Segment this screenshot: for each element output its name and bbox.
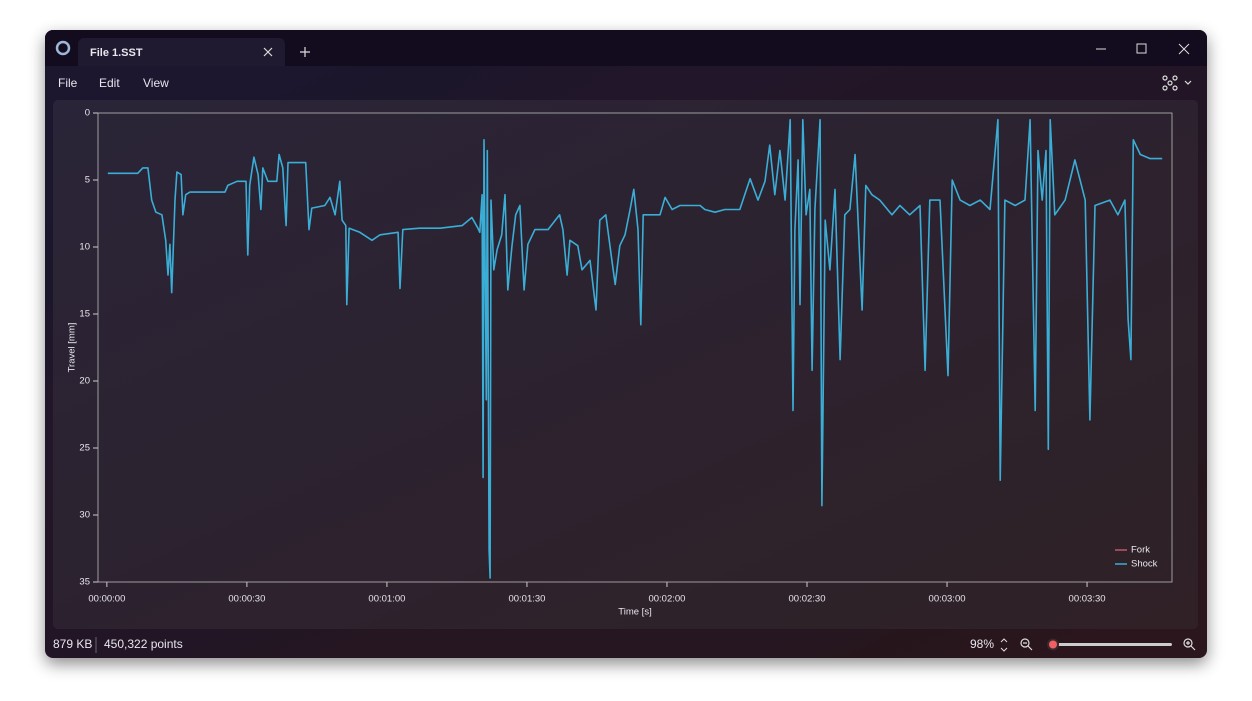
x-axis-label: Time [s] (618, 607, 651, 618)
tab-title: File 1.SST (90, 47, 143, 59)
x-tick-label: 00:03:30 (1069, 594, 1106, 605)
x-tick-label: 00:03:00 (929, 594, 966, 605)
legend-label: Fork (1131, 545, 1150, 556)
point-count: 450,322 points (104, 637, 183, 651)
zoom-slider[interactable] (1053, 643, 1172, 646)
x-tick-label: 00:00:00 (88, 594, 125, 605)
y-tick-label: 20 (79, 376, 90, 387)
zoom-thumb[interactable] (1049, 640, 1057, 649)
y-tick-label: 30 (79, 510, 90, 521)
close[interactable] (1178, 43, 1190, 55)
y-tick-label: 15 (79, 309, 90, 320)
legend-label: Shock (1131, 559, 1158, 570)
x-tick-label: 00:02:30 (789, 594, 826, 605)
plot-frame (97, 112, 1173, 583)
zoom-out[interactable] (1020, 638, 1033, 651)
x-tick-label: 00:00:30 (228, 594, 265, 605)
y-tick-label: 5 (85, 175, 90, 186)
tab-close[interactable] (263, 47, 273, 57)
menu-item[interactable]: File (58, 76, 78, 90)
x-tick-label: 00:01:30 (508, 594, 545, 605)
title-bar (45, 30, 1207, 66)
zoom-stepper[interactable] (1000, 638, 1008, 652)
series-line (107, 118, 1163, 579)
chart: 0 5 10 15 20 25 30 35 00:00:00 00:00:30 00:01:00 00… (67, 108, 1173, 618)
zoom-in[interactable] (1183, 638, 1196, 651)
menu-item[interactable]: View (143, 76, 169, 90)
y-tick-label: 10 (79, 242, 90, 253)
layout-button[interactable] (1162, 75, 1192, 91)
chart-panel (53, 100, 1198, 629)
y-tick-label: 0 (85, 108, 90, 119)
x-tick-label: 00:02:00 (648, 594, 685, 605)
new-tab[interactable] (300, 47, 310, 57)
maximize[interactable] (1136, 43, 1147, 54)
x-tick-label: 00:01:00 (368, 594, 405, 605)
file-size: 879 KB (53, 637, 92, 651)
app-icon (55, 40, 71, 56)
tab[interactable] (78, 38, 285, 66)
y-tick-label: 25 (79, 443, 90, 454)
y-tick-label: 35 (79, 577, 90, 588)
zoom-level: 98% (970, 637, 994, 651)
menu-item[interactable]: Edit (99, 76, 120, 90)
y-axis-label: Travel [mm] (67, 323, 78, 373)
